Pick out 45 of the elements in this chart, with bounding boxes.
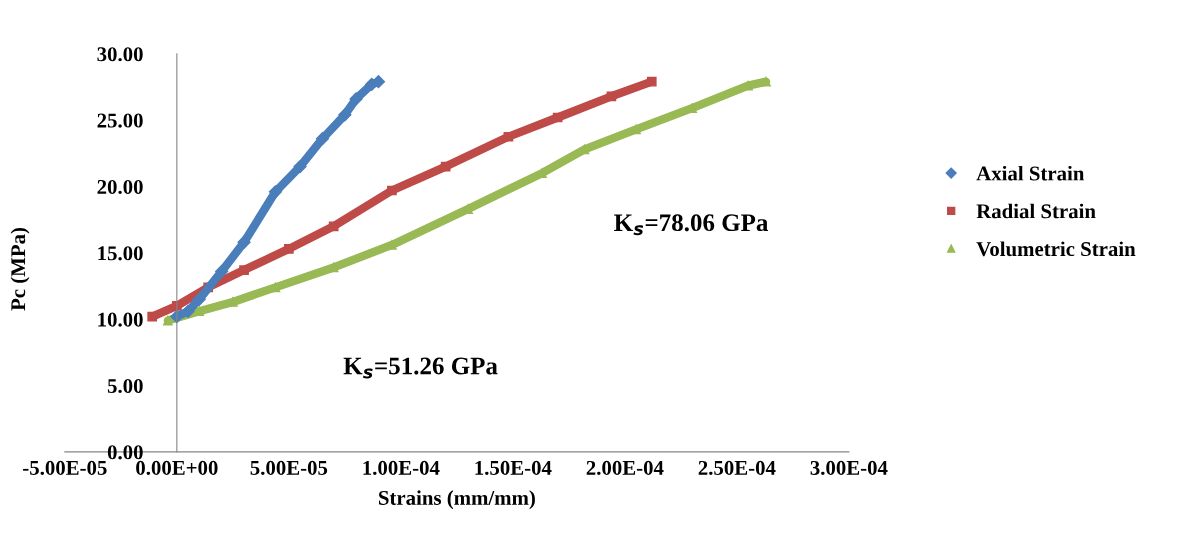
point <box>147 311 158 322</box>
point <box>338 108 352 122</box>
point <box>181 304 195 318</box>
legend-label: Volumetric Strain <box>976 241 1136 257</box>
point <box>440 161 451 172</box>
x-tick-label: 2.00E-04 <box>586 460 664 476</box>
legend-label: Axial Strain <box>976 165 1085 181</box>
y-tick-label: 25.00 <box>97 113 143 128</box>
point <box>387 185 397 196</box>
x-tick-label: 1.00E-04 <box>363 460 440 476</box>
y-tick-label: 0.00 <box>107 445 143 460</box>
point <box>163 315 173 326</box>
annotation: K$_{s}$=78.06 GPa <box>614 214 769 236</box>
y-tick-label: 5.00 <box>107 378 143 394</box>
point <box>237 235 251 249</box>
point <box>503 131 514 142</box>
x-tick-label: 2.50E-04 <box>698 460 776 476</box>
y-tick-label: 10.00 <box>98 312 143 327</box>
point <box>171 301 182 311</box>
point <box>552 112 563 123</box>
x-axis-title: Strains (mm/mm) <box>379 490 535 510</box>
y-tick-label: 30.00 <box>97 47 143 62</box>
y-tick-label: 15.00 <box>98 246 143 261</box>
legend-label: Radial Strain <box>976 203 1096 219</box>
point <box>293 160 307 174</box>
point <box>239 265 249 275</box>
point <box>268 185 283 199</box>
x-tick-label: 1.50E-04 <box>475 460 552 476</box>
point <box>761 76 771 87</box>
x-tick-label: 3.00E-04 <box>810 460 888 476</box>
point <box>315 132 330 146</box>
annotation: K$_{s}$=51.26 GPa <box>343 357 498 379</box>
y-axis-title: Pc (MPa) <box>10 227 30 311</box>
point <box>606 91 617 102</box>
point <box>646 76 657 87</box>
point <box>349 92 363 106</box>
y-tick-label: 20.00 <box>97 179 143 195</box>
x-tick-label: 5.00E-05 <box>250 460 328 476</box>
point <box>170 309 184 324</box>
point <box>215 264 229 279</box>
point <box>283 244 294 254</box>
x-tick-label: -5.00E-05 <box>23 460 107 476</box>
point <box>192 292 206 306</box>
point <box>328 221 339 232</box>
x-tick-label: 0.00E+00 <box>136 460 218 476</box>
